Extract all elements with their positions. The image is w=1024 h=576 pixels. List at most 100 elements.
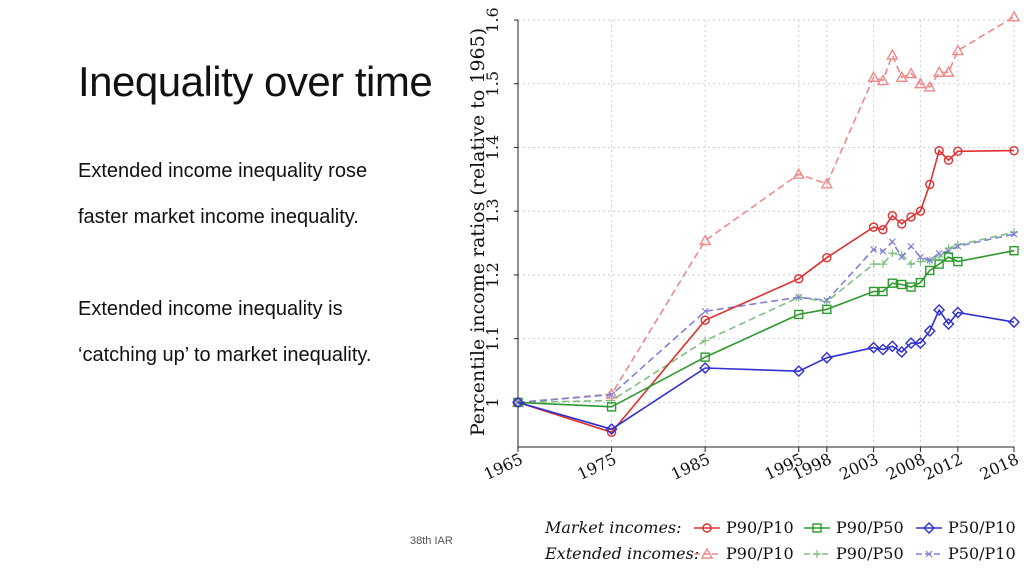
data-point xyxy=(915,277,926,288)
data-point xyxy=(923,80,936,92)
series-line xyxy=(517,149,1015,434)
data-point xyxy=(820,351,833,364)
y-tick-label: 1.2 xyxy=(483,262,502,287)
data-point xyxy=(822,297,831,306)
data-point xyxy=(1009,145,1019,156)
y-tick-labels: 1 1.1 1.2 1.3 1.4 1.5 1.6 xyxy=(483,7,518,407)
data-point xyxy=(951,306,964,319)
data-point xyxy=(512,396,524,409)
data-point xyxy=(812,523,822,533)
data-point xyxy=(886,48,899,60)
bullet-text-4: ‘catching up’ to market inequality. xyxy=(78,344,372,366)
data-point xyxy=(606,402,617,412)
data-point xyxy=(954,242,962,250)
data-point xyxy=(888,238,896,246)
data-point xyxy=(926,256,934,264)
data-point xyxy=(887,210,898,221)
data-point xyxy=(823,296,831,304)
data-point xyxy=(868,286,879,297)
data-point xyxy=(951,44,965,56)
legend-group-label: Market incomes: xyxy=(544,518,682,537)
slide-title: Inequality over time xyxy=(78,58,433,105)
data-point xyxy=(876,74,890,86)
data-point xyxy=(701,336,710,345)
data-point xyxy=(953,256,963,267)
data-point xyxy=(916,253,924,261)
data-point xyxy=(934,259,944,269)
data-point xyxy=(878,286,888,297)
data-point xyxy=(700,547,714,559)
series-line xyxy=(517,233,1015,404)
y-tick-label: 1.1 xyxy=(483,326,502,351)
data-point xyxy=(914,337,927,350)
legend-entry-label: P90/P50 xyxy=(836,518,904,537)
x-tick-label: 1965 xyxy=(481,449,526,483)
chart-axes xyxy=(517,20,1014,448)
series-extended-incomes-p90-p50 xyxy=(514,228,1018,407)
data-point xyxy=(702,523,712,533)
chart-grid xyxy=(517,19,1015,447)
series-line xyxy=(517,16,1015,404)
bullet-text-2: faster market income inequality. xyxy=(78,206,359,228)
x-tick-label: 1975 xyxy=(574,449,619,483)
series-market-incomes-p50-p10 xyxy=(512,303,1020,436)
data-point xyxy=(1008,316,1020,329)
data-point xyxy=(700,315,710,325)
data-point xyxy=(876,343,889,356)
data-point xyxy=(907,242,915,250)
slide-footer: 38th IAR xyxy=(410,535,453,547)
y-tick-label: 1.3 xyxy=(483,198,502,223)
series-market-incomes-p90-p10 xyxy=(513,145,1019,438)
data-point xyxy=(886,340,899,353)
y-tick-label: 1 xyxy=(483,397,502,407)
data-point xyxy=(700,352,710,362)
data-point xyxy=(867,341,880,354)
data-point xyxy=(869,260,878,269)
data-point xyxy=(915,206,926,216)
data-point xyxy=(914,77,927,89)
legend-entry-label: P90/P50 xyxy=(836,544,904,563)
data-point xyxy=(792,167,805,179)
data-point xyxy=(907,260,916,269)
data-point xyxy=(879,247,887,255)
x-tick-label: 1985 xyxy=(668,449,713,483)
y-tick-label: 1.5 xyxy=(483,71,502,96)
data-point xyxy=(942,65,955,77)
data-point xyxy=(514,398,522,406)
data-point xyxy=(822,304,832,315)
bullet-text-3: Extended income inequality is xyxy=(78,298,343,320)
data-point xyxy=(792,365,805,378)
data-point xyxy=(932,65,946,77)
data-point xyxy=(878,260,887,269)
data-point xyxy=(1010,230,1018,238)
data-point xyxy=(868,222,879,232)
data-point xyxy=(925,265,935,276)
data-point xyxy=(896,279,907,290)
y-tick-label: 1.4 xyxy=(483,135,502,160)
data-point xyxy=(934,145,944,156)
data-point xyxy=(898,253,906,261)
data-point xyxy=(795,293,803,301)
data-point xyxy=(923,522,935,534)
data-point xyxy=(905,337,918,350)
y-tick-label: 1.6 xyxy=(483,7,502,32)
data-point xyxy=(925,550,933,558)
data-point xyxy=(933,303,946,316)
data-point xyxy=(953,240,962,249)
data-point xyxy=(888,249,897,258)
data-point xyxy=(698,234,712,246)
data-point xyxy=(895,70,908,83)
x-tick-label: 2003 xyxy=(836,449,881,483)
data-point xyxy=(813,550,821,558)
data-point xyxy=(906,212,916,222)
data-point xyxy=(943,252,954,262)
legend-entry-label: P50/P10 xyxy=(948,518,1016,537)
data-point xyxy=(942,318,955,330)
series-line xyxy=(517,308,1015,431)
legend-entry-label: P90/P10 xyxy=(726,518,794,537)
data-point xyxy=(896,219,907,229)
data-point xyxy=(820,177,834,189)
x-tick-label: 2018 xyxy=(977,449,1022,483)
